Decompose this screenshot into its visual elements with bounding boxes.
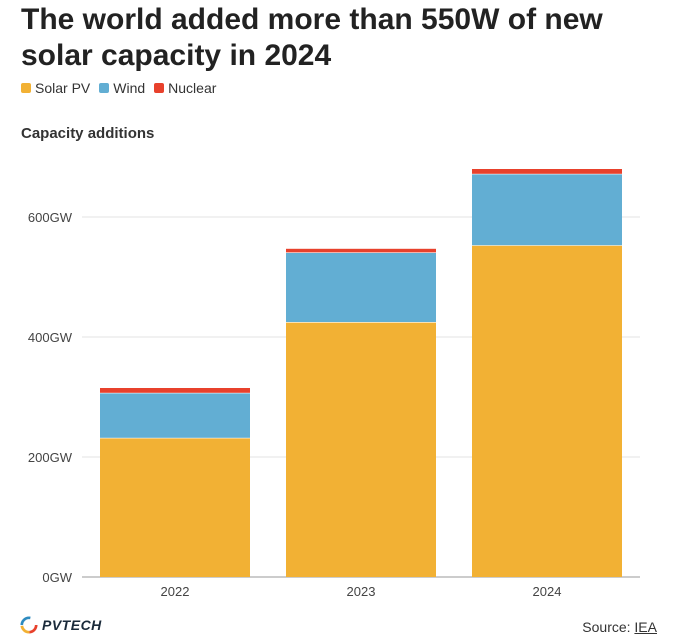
bar-nuclear (286, 248, 436, 253)
chart-title: The world added more than 550W of new so… (21, 3, 603, 72)
legend: Solar PV Wind Nuclear (21, 80, 216, 96)
chart-subtitle: Capacity additions (21, 125, 155, 142)
legend-label-wind: Wind (113, 80, 146, 96)
legend-item-nuclear: Nuclear (154, 80, 216, 96)
bar-wind (100, 392, 250, 438)
source-note: Source: IEA (582, 619, 657, 635)
y-tick-label: 200GW (28, 450, 73, 465)
x-tick-label: 2022 (161, 584, 190, 599)
x-tick-label: 2023 (347, 584, 376, 599)
bar-solar-pv (472, 245, 622, 577)
legend-item-wind: Wind (99, 80, 145, 96)
y-tick-label: 400GW (28, 330, 73, 345)
bar-wind (472, 173, 622, 246)
y-tick-label: 0GW (42, 570, 72, 585)
bar-solar-pv (100, 437, 250, 577)
y-tick-label: 600GW (28, 210, 73, 225)
pvtech-logo-icon (20, 616, 38, 634)
bar-nuclear (472, 169, 622, 174)
source-prefix: Source: (582, 619, 635, 635)
bar-nuclear (100, 388, 250, 393)
bar-wind (286, 252, 436, 322)
x-tick-label: 2024 (533, 584, 562, 599)
legend-label-solar: Solar PV (35, 80, 91, 96)
legend-swatch-solar (21, 83, 31, 93)
pvtech-logo-text: PVTECH (42, 617, 102, 633)
legend-swatch-wind (99, 83, 110, 93)
stacked-bar-chart: 0GW 200GW 400GW 600GW 2022 2023 2024 (28, 169, 640, 599)
pvtech-logo: PVTECH (20, 616, 102, 634)
source-link[interactable]: IEA (634, 619, 657, 635)
bar-solar-pv (286, 322, 436, 577)
legend-item-solar: Solar PV (21, 80, 90, 96)
legend-swatch-nuclear (154, 83, 165, 93)
legend-label-nuclear: Nuclear (168, 80, 217, 96)
